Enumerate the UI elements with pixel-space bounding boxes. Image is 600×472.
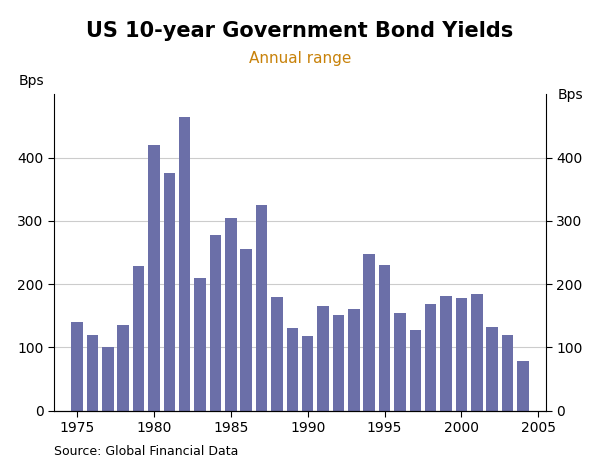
- Bar: [502, 335, 514, 411]
- Bar: [394, 312, 406, 411]
- Bar: [425, 304, 436, 411]
- Text: US 10-year Government Bond Yields: US 10-year Government Bond Yields: [86, 21, 514, 41]
- Bar: [317, 306, 329, 411]
- Bar: [348, 310, 359, 411]
- Bar: [164, 173, 175, 411]
- Bar: [118, 325, 129, 411]
- Bar: [209, 235, 221, 411]
- Bar: [487, 327, 498, 411]
- Bar: [302, 336, 313, 411]
- Y-axis label: Bps: Bps: [19, 74, 44, 88]
- Bar: [471, 294, 482, 411]
- Bar: [225, 218, 236, 411]
- Text: Source: Global Financial Data: Source: Global Financial Data: [54, 445, 238, 458]
- Bar: [71, 322, 83, 411]
- Bar: [271, 297, 283, 411]
- Y-axis label: Bps: Bps: [558, 88, 583, 102]
- Bar: [332, 314, 344, 411]
- Bar: [133, 266, 145, 411]
- Bar: [455, 298, 467, 411]
- Bar: [86, 335, 98, 411]
- Bar: [517, 361, 529, 411]
- Bar: [102, 347, 113, 411]
- Bar: [410, 330, 421, 411]
- Bar: [241, 249, 252, 411]
- Bar: [194, 278, 206, 411]
- Bar: [256, 205, 268, 411]
- Bar: [440, 295, 452, 411]
- Text: Annual range: Annual range: [249, 51, 351, 67]
- Bar: [179, 117, 190, 411]
- Bar: [364, 254, 375, 411]
- Bar: [379, 265, 391, 411]
- Bar: [287, 329, 298, 411]
- Bar: [148, 145, 160, 411]
